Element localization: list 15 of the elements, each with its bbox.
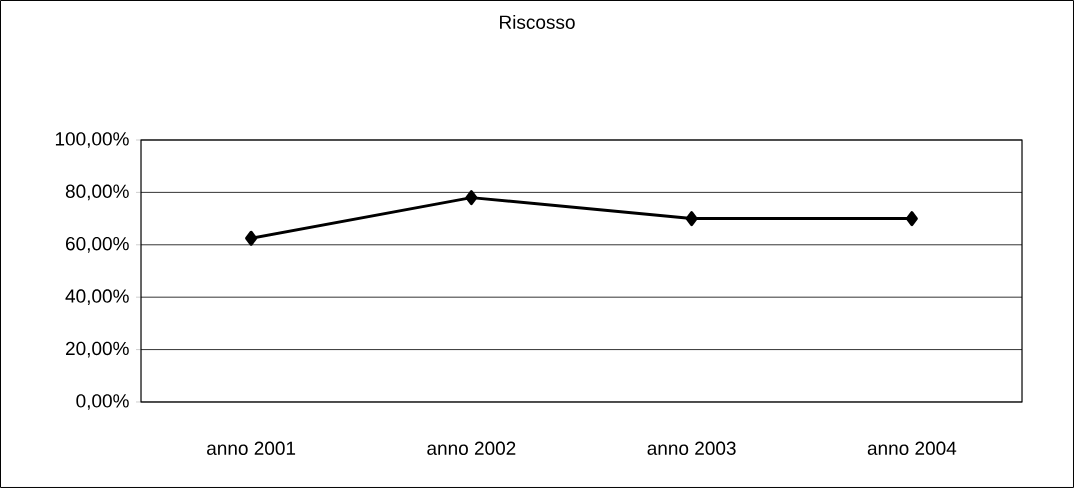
x-tick-label: anno 2003 [647,441,736,455]
chart-title: Riscosso [500,15,575,29]
x-tick-label: anno 2001 [207,441,296,455]
x-tick-label: anno 2004 [867,441,957,455]
x-tick-label: anno 2002 [427,441,516,455]
point [685,211,698,227]
y-tick-label: 20,00% [65,341,129,358]
y-tick-label: 0,00% [76,394,129,410]
y-tick-label: 80,00% [65,184,129,201]
y-tick-label: 40,00% [65,289,129,306]
y-tick-label: 100,00% [55,132,129,148]
point [465,190,478,206]
y-tick-label: 60,00% [66,236,129,253]
point [245,230,258,246]
point [905,211,918,227]
